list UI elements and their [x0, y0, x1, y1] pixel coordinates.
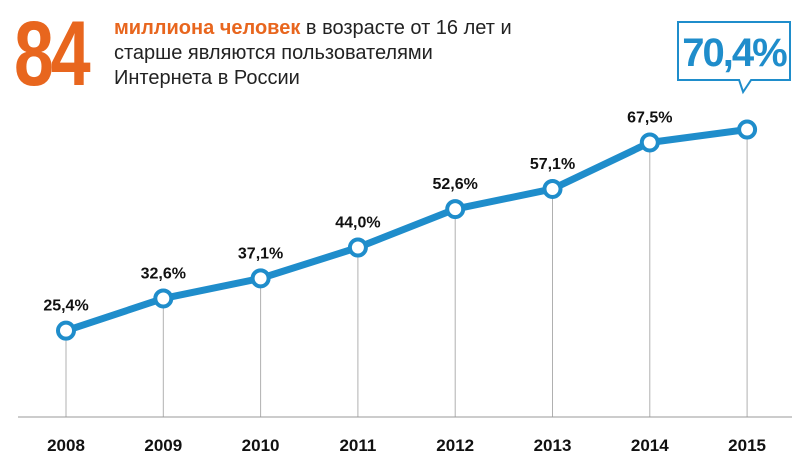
data-label: 37,1%: [238, 245, 283, 262]
callout-box: [677, 21, 791, 95]
headline-number: 84: [14, 3, 91, 105]
x-tick-label: 2015: [728, 436, 766, 455]
data-point: [153, 288, 174, 309]
data-points: [56, 119, 758, 341]
x-tick-label: 2014: [631, 436, 669, 455]
data-point: [445, 199, 466, 220]
data-label: 25,4%: [43, 298, 88, 315]
x-tick-labels: 2008 2009 2010 2011 2012 2013 2014 2015: [47, 436, 766, 455]
x-tick-label: 2011: [339, 436, 376, 455]
x-tick-label: 2012: [436, 436, 474, 455]
data-label: 52,6%: [433, 176, 478, 193]
x-tick-label: 2010: [242, 436, 280, 455]
headline: 84 миллиона человек в возрасте от 16 лет…: [14, 3, 574, 106]
headline-rest: в возрасте от 16 лет и старше являются п…: [114, 17, 512, 89]
data-point: [347, 237, 368, 258]
series-line: [62, 126, 751, 335]
data-point: [250, 268, 271, 289]
data-label: 32,6%: [141, 265, 186, 282]
data-point: [56, 320, 76, 341]
drop-lines: [65, 129, 748, 417]
data-point: [737, 119, 758, 140]
series-line-group: [62, 126, 751, 335]
x-tick-label: 2008: [47, 436, 85, 455]
data-label: 67,5%: [627, 109, 672, 126]
data-point: [639, 132, 660, 153]
x-tick-label: 2013: [534, 436, 572, 455]
data-label: 44,0%: [335, 215, 380, 232]
headline-text: миллиона человек в возрасте от 16 лет и …: [114, 16, 534, 91]
data-point: [542, 178, 563, 199]
x-tick-label: 2009: [144, 436, 182, 455]
data-label: 57,1%: [530, 156, 575, 173]
data-labels: 25,4% 32,6% 37,1% 44,0% 52,6% 57,1% 67,5%: [43, 109, 672, 314]
headline-highlight: миллиона человек: [114, 17, 301, 39]
callout-label: 70,4%: [682, 31, 787, 75]
highlight-callout: 70,4%: [677, 21, 791, 95]
